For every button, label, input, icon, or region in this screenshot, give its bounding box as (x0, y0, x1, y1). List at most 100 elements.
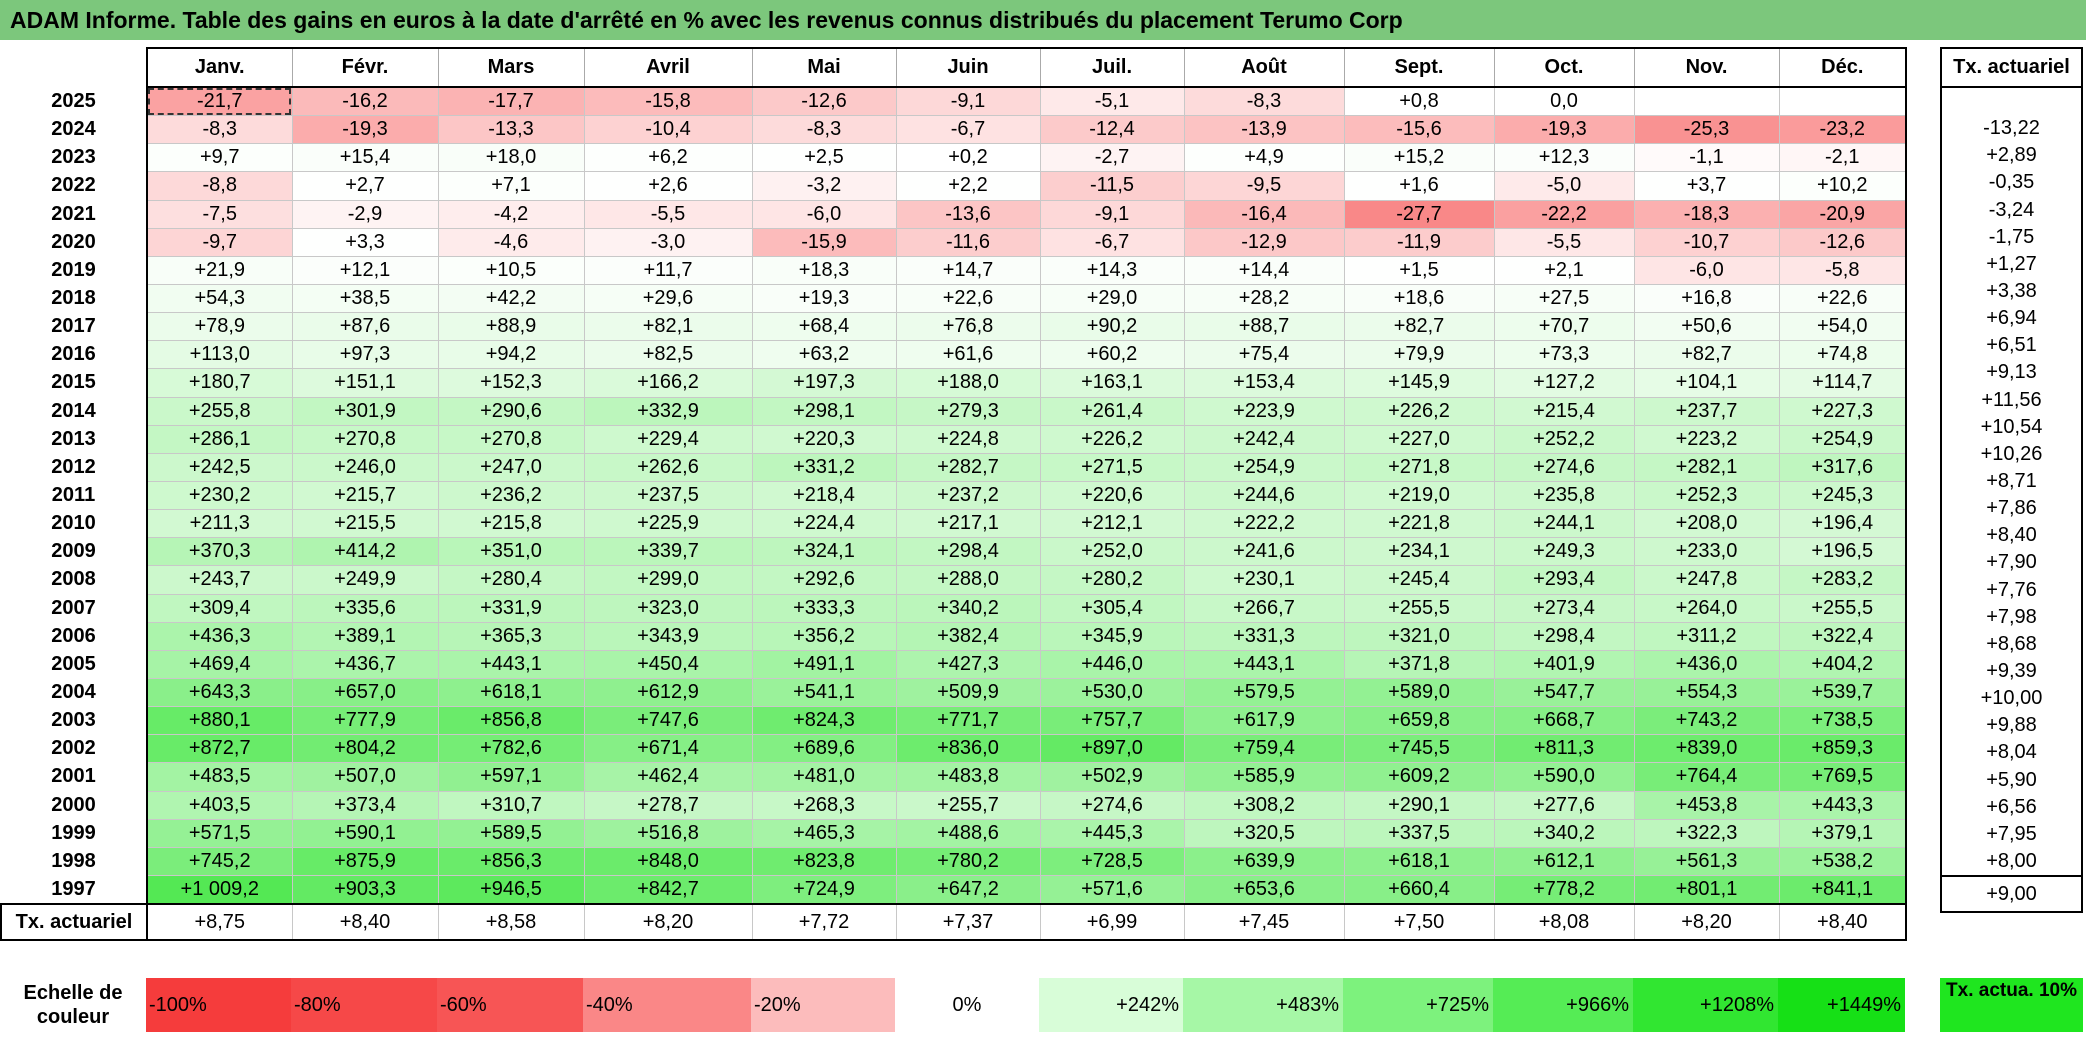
month-header: Janv. (146, 47, 293, 88)
gain-cell: +491,1 (751, 649, 897, 679)
gain-cell: +340,2 (895, 593, 1041, 623)
gain-cell: -25,3 (1633, 115, 1780, 145)
gain-cell: +436,3 (146, 621, 293, 651)
annual-rate-cell: +6,56 (1940, 793, 2083, 821)
annual-rate-cell: -3,24 (1940, 196, 2083, 224)
gain-cell: +227,3 (1778, 396, 1907, 426)
year-row: 2001 +483,5 +507,0 +597,1 +462,4 +481,0 +483,8… (1, 762, 1907, 792)
gain-cell: +311,2 (1633, 621, 1780, 651)
color-scale-step: -80% (291, 978, 437, 1032)
gain-cell: +331,9 (437, 593, 585, 623)
color-scale-step: +483% (1183, 978, 1343, 1032)
gain-cell: -21,7 (146, 86, 293, 117)
gain-cell: +11,7 (583, 255, 753, 285)
gain-cell: +660,4 (1343, 874, 1495, 906)
month-header: Avril (583, 47, 753, 88)
gain-cell: +87,6 (291, 312, 439, 342)
gain-cell: -6,7 (1039, 227, 1185, 257)
year-label: 2024 (1, 115, 148, 144)
year-row: 2023 +9,7 +15,4 +18,0 +6,2 +2,5 +0,2 -2,7 +4,9 +1… (1, 143, 1907, 173)
gain-cell: +308,2 (1183, 790, 1345, 820)
year-row: 2016 +113,0 +97,3 +94,2 +82,5 +63,2 +61,6 +60,2… (1, 340, 1907, 370)
gain-cell: +539,7 (1778, 677, 1907, 708)
gain-cell: +841,1 (1778, 874, 1907, 906)
gain-cell: +469,4 (146, 649, 293, 679)
gain-cell: +859,3 (1778, 734, 1907, 764)
gain-cell: +824,3 (751, 706, 897, 736)
gain-cell: +237,5 (583, 480, 753, 511)
gain-cell: +249,3 (1493, 537, 1635, 567)
month-header: Août (1183, 47, 1345, 88)
gain-cell: +2,1 (1493, 255, 1635, 285)
gain-cell: +382,4 (895, 621, 1041, 651)
summary-rate-cell: +8,75 (146, 903, 293, 942)
gain-cell: +145,9 (1343, 368, 1495, 398)
year-label: 2000 (1, 791, 148, 820)
gain-cell: +2,7 (291, 171, 439, 201)
color-scale-step: +1208% (1633, 978, 1778, 1032)
gain-cell: +282,1 (1633, 452, 1780, 482)
annual-rate-cell: -13,22 (1940, 115, 2083, 143)
gain-cell: +541,1 (751, 677, 897, 708)
gain-cell: +653,6 (1183, 874, 1345, 906)
year-row: 2008 +243,7 +249,9 +280,4 +299,0 +292,6 +288,0… (1, 565, 1907, 595)
gain-cell: -5,5 (1493, 227, 1635, 257)
gain-cell: +597,1 (437, 762, 585, 792)
gain-cell: +283,2 (1778, 565, 1907, 595)
gain-cell: +462,4 (583, 762, 753, 792)
gain-cell: 0,0 (1493, 86, 1635, 117)
annual-rate-rows: -13,22 +2,89 -0,35 -3,24 -1,75 +1,27 +3,38 +6,9… (1940, 87, 2083, 914)
gain-cell: +90,2 (1039, 312, 1185, 342)
gain-cell: +180,7 (146, 368, 293, 398)
gain-cell: +801,1 (1633, 874, 1780, 906)
color-scale-step: +1449% (1778, 978, 1905, 1032)
gain-cell: +589,0 (1343, 677, 1495, 708)
gain-cell: -16,4 (1183, 199, 1345, 229)
gain-cell: +335,6 (291, 593, 439, 623)
gain-cell: +218,4 (751, 480, 897, 511)
gain-cell: +4,9 (1183, 143, 1345, 173)
gain-cell: +215,5 (291, 509, 439, 539)
gain-cell: +618,1 (437, 677, 585, 708)
gain-cell: +151,1 (291, 368, 439, 398)
gain-cell: +764,4 (1633, 762, 1780, 792)
year-row: 2012 +242,5 +246,0 +247,0 +262,6 +331,2 +282,7… (1, 452, 1907, 482)
annual-rate-cell: +8,40 (1940, 522, 2083, 550)
year-row: 2006 +436,3 +389,1 +365,3 +343,9 +356,2 +382,4… (1, 621, 1907, 651)
gain-cell: +163,1 (1039, 368, 1185, 398)
gain-cell: +252,2 (1493, 424, 1635, 454)
gain-cell: +286,1 (146, 424, 293, 454)
gain-cell: +561,3 (1633, 846, 1780, 876)
gain-cell: +875,9 (291, 846, 439, 876)
annual-rate-cell (1940, 87, 2083, 116)
year-label: 2016 (1, 340, 148, 369)
gain-cell: +255,5 (1343, 593, 1495, 623)
annual-rate-cell: +7,76 (1940, 576, 2083, 604)
gain-cell: +153,4 (1183, 368, 1345, 398)
gain-cell: +222,2 (1183, 509, 1345, 539)
annual-rate-cell: -1,75 (1940, 223, 2083, 251)
gain-cell: +321,0 (1343, 621, 1495, 651)
gain-cell: +127,2 (1493, 368, 1635, 398)
gain-cell: +78,9 (146, 312, 293, 342)
gain-cell: +241,6 (1183, 537, 1345, 567)
color-scale-rate-swatch: Tx. actua. 10% (1940, 978, 2083, 1032)
year-label: 1998 (1, 847, 148, 876)
gain-cell: -2,1 (1778, 143, 1907, 173)
gain-cell: +166,2 (583, 368, 753, 398)
gain-cell: -12,6 (751, 86, 897, 117)
gain-cell: +590,1 (291, 818, 439, 848)
gain-cell: -6,7 (895, 115, 1041, 145)
gain-cell: +322,4 (1778, 621, 1907, 651)
color-scale-row: Echelle de couleur -100% -80% -60% -40% -20%… (0, 978, 1905, 1032)
year-rows: 2025 -21,7 -16,2 -17,7 -15,8 -12,6 -9,1 -5,1 -8,… (0, 86, 1907, 942)
gain-cell: -6,0 (751, 199, 897, 229)
gain-cell: +273,4 (1493, 593, 1635, 623)
gain-cell: -2,9 (291, 199, 439, 229)
gain-cell: +450,4 (583, 649, 753, 679)
gain-cell: -27,7 (1343, 199, 1495, 229)
gain-cell: +266,7 (1183, 593, 1345, 623)
gain-cell: +747,6 (583, 706, 753, 736)
gain-cell: +339,7 (583, 537, 753, 567)
header-corner (1, 48, 148, 87)
